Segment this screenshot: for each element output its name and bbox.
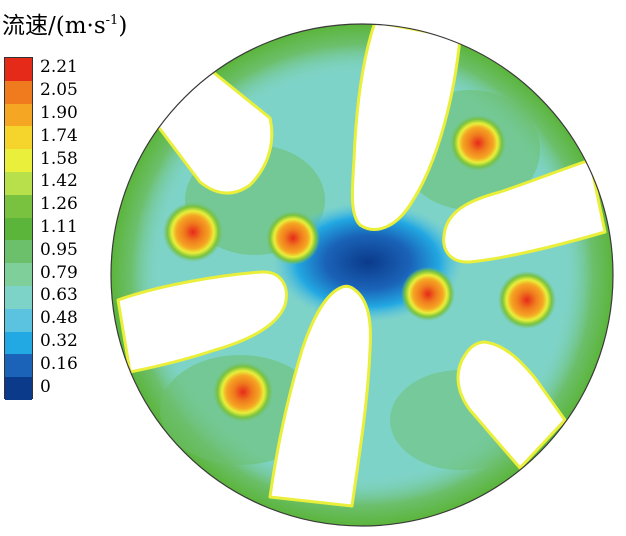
colorbar-band [5,58,32,82]
blade-slot-left [116,270,288,374]
hotspot-upper-right [450,115,506,171]
blade-slot-lower-right [456,340,567,470]
colorbar-band [5,172,32,196]
blade-slots [116,24,607,508]
colorbar-band [5,263,32,287]
colorbar [4,57,33,401]
hotspot-lower-left [213,362,273,422]
colorbar-band [5,80,32,105]
hotspot-center-left [266,211,320,265]
colorbar-title-text: 流速/(m·s [2,13,106,39]
colorbar-band [5,240,32,264]
blade-slot-right [442,158,607,264]
colorbar-tick-label: 0 [40,376,51,397]
colorbar-title-close: ) [118,13,128,39]
colorbar-band [5,331,32,355]
colorbar-band [5,354,32,378]
disk-outline [110,23,614,527]
colorbar-tick-label: 1.42 [40,171,78,192]
colorbar-band [5,194,32,219]
colorbar-band [5,308,32,333]
hotspot-left-upper [163,202,223,262]
colorbar-tick-label: 0.63 [40,285,78,306]
blade-slot-top [350,24,462,231]
colorbar-band [5,103,32,127]
colorbar-band [5,377,32,401]
colorbar-tick-label: 0.48 [40,308,78,329]
colorbar-tick-label: 1.90 [40,103,78,123]
colorbar-tick-label: 0.79 [40,262,78,283]
colorbar-tick-label: 0.16 [40,353,78,374]
velocity-contour-plot [110,23,614,527]
colorbar-tick-label: 1.11 [40,217,78,237]
colorbar-band [5,286,32,310]
contour-field [111,24,613,526]
colorbar-tick-label: 0.95 [40,239,78,260]
colorbar-tick-label: 1.74 [40,125,78,146]
colorbar-title-exponent: -1 [105,13,119,28]
colorbar-tick-label: 0.32 [40,331,78,351]
colorbar-tick-label: 1.26 [40,194,78,215]
hotspot-right [498,271,556,329]
colorbar-band [5,217,32,241]
blade-slot-bottom [268,284,372,508]
colorbar-title: 流速/(m·s-1) [2,6,127,40]
colorbar-tick-label: 2.21 [40,57,78,78]
colorbar-band [5,126,32,150]
colorbar-tick-label: 2.05 [40,80,78,101]
colorbar-tick-label: 1.58 [40,148,78,169]
blade-slot-upper-left [155,66,274,195]
hotspot-center-right [401,267,455,321]
colorbar-band [5,149,32,173]
